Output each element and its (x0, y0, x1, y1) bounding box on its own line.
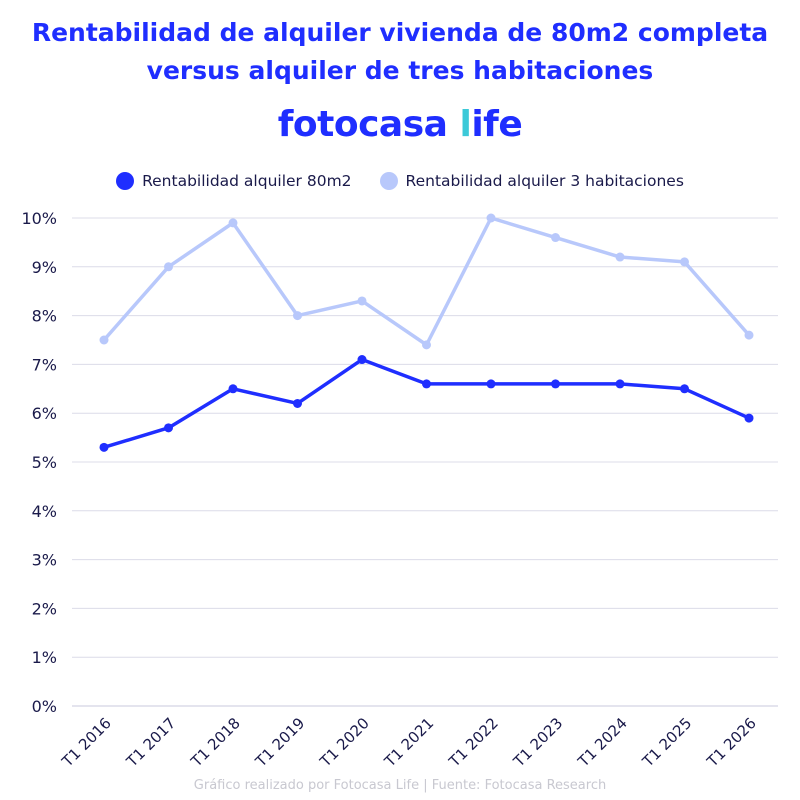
data-point (293, 398, 302, 408)
data-point (99, 335, 109, 345)
data-point (680, 257, 689, 267)
data-point (615, 252, 625, 262)
data-point (744, 413, 754, 423)
y-tick-label: 5% (32, 453, 57, 472)
logo-rest: ife (471, 104, 523, 145)
data-point (744, 330, 754, 340)
data-point (164, 262, 173, 272)
data-point (293, 311, 302, 321)
fotocasa-life-logo: fotocasa life (0, 104, 800, 145)
x-tick-label: T1 2018 (187, 714, 244, 771)
footer-source: Gráfico realizado por Fotocasa Life | Fu… (193, 778, 607, 793)
x-tick-label: T1 2019 (251, 714, 308, 771)
data-point (228, 384, 238, 394)
y-tick-label: 6% (32, 404, 57, 423)
data-point (680, 384, 689, 394)
y-tick-label: 9% (32, 258, 57, 277)
legend: Rentabilidad alquiler 80m2 Rentabilidad … (0, 172, 800, 190)
data-point (422, 340, 431, 350)
data-point (357, 355, 367, 365)
title-line-2: versus alquiler de tres habitaciones (146, 56, 654, 85)
data-point (99, 442, 109, 452)
y-tick-label: 1% (32, 648, 57, 667)
chart-title: Rentabilidad de alquiler vivienda de 80m… (0, 14, 800, 90)
x-tick-label: T1 2021 (380, 714, 437, 771)
legend-item-80m2: Rentabilidad alquiler 80m2 (116, 172, 352, 190)
data-point (486, 379, 496, 389)
data-point (228, 218, 238, 228)
x-tick-label: T1 2025 (638, 714, 695, 771)
x-tick-label: T1 2026 (703, 714, 760, 771)
y-tick-label: 3% (32, 551, 57, 570)
x-tick-label: T1 2022 (445, 714, 502, 771)
data-point (357, 296, 367, 306)
title-line-1: Rentabilidad de alquiler vivienda de 80m… (31, 18, 769, 47)
y-tick-label: 10% (21, 209, 57, 228)
y-tick-label: 2% (32, 599, 57, 618)
logo-main: fotocasa (277, 104, 448, 145)
x-tick-label: T1 2024 (574, 714, 631, 771)
y-tick-label: 0% (32, 697, 57, 716)
legend-label: Rentabilidad alquiler 3 habitaciones (405, 172, 684, 190)
legend-item-3hab: Rentabilidad alquiler 3 habitaciones (379, 172, 684, 190)
data-point (486, 213, 496, 223)
series-line (103, 357, 750, 450)
y-tick-label: 8% (32, 307, 57, 326)
x-tick-label: T1 2020 (316, 714, 373, 771)
data-point (422, 379, 431, 389)
data-point (551, 233, 560, 243)
y-tick-label: 4% (32, 502, 57, 521)
series-line (102, 216, 751, 347)
legend-dot-icon (379, 172, 398, 190)
logo-l: l (459, 104, 472, 145)
legend-label: Rentabilidad alquiler 80m2 (142, 172, 352, 190)
x-tick-label: T1 2023 (509, 714, 566, 771)
data-point (164, 423, 173, 433)
x-tick-label: T1 2016 (58, 714, 115, 771)
data-point (551, 379, 560, 389)
data-point (615, 379, 625, 389)
legend-dot-icon (116, 172, 135, 190)
y-tick-label: 7% (32, 355, 57, 374)
x-tick-label: T1 2017 (122, 714, 179, 771)
